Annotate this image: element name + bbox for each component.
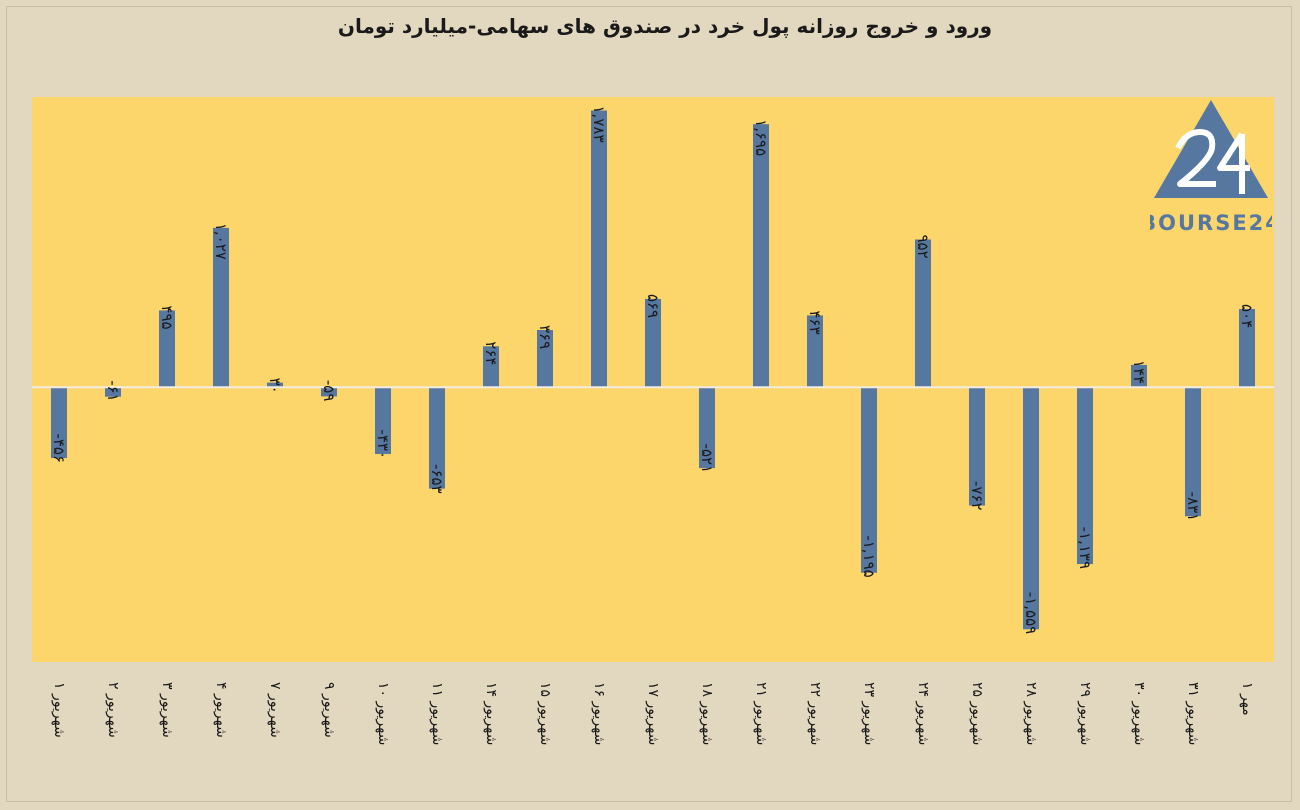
bar bbox=[375, 387, 391, 455]
x-tick-label: ۱ مهر bbox=[1239, 682, 1255, 716]
x-tick-label: ۳۱ شهریور bbox=[1185, 682, 1201, 745]
data-label: -۷۶۲ bbox=[968, 481, 986, 511]
x-tick-label: ۴ شهریور bbox=[213, 682, 229, 738]
bar bbox=[915, 239, 931, 388]
bar bbox=[1239, 309, 1255, 388]
bar bbox=[861, 387, 877, 573]
logo-two-icon bbox=[1175, 129, 1216, 187]
data-label: ۹۵۲ bbox=[914, 234, 932, 258]
bar bbox=[213, 227, 229, 388]
bar bbox=[1131, 364, 1147, 388]
data-label: ۵۰۴ bbox=[1238, 304, 1256, 328]
data-label: ۱,۶۹۵ bbox=[752, 119, 770, 156]
data-label: ۱۴۴ bbox=[1130, 360, 1148, 384]
bar bbox=[753, 124, 769, 388]
bar bbox=[1023, 387, 1039, 630]
x-tick-label: ۱۷ شهریور bbox=[645, 682, 661, 745]
data-label: -۶۱ bbox=[104, 380, 122, 402]
data-label: -۵۹ bbox=[320, 380, 338, 402]
logo-text: BOURSE24 bbox=[1150, 211, 1272, 235]
data-label: ۱,۷۸۳ bbox=[590, 106, 608, 143]
x-tick-label: ۲۴ شهریور bbox=[915, 682, 931, 745]
bar bbox=[1185, 387, 1201, 517]
bar bbox=[51, 387, 67, 459]
x-tick-label: ۲۵ شهریور bbox=[969, 682, 985, 745]
x-tick-label: ۲۲ شهریور bbox=[807, 682, 823, 745]
bar bbox=[105, 387, 121, 397]
bar bbox=[1077, 387, 1093, 565]
bar bbox=[645, 298, 661, 388]
bar bbox=[267, 382, 283, 388]
x-tick-label: ۷ شهریور bbox=[267, 682, 283, 738]
x-tick-label: ۲۹ شهریور bbox=[1077, 682, 1093, 745]
bar bbox=[159, 310, 175, 388]
data-label: ۳۰ bbox=[266, 378, 284, 394]
bar bbox=[321, 387, 337, 397]
data-label: ۱,۰۲۷ bbox=[212, 223, 230, 260]
x-tick-label: ۱۵ شهریور bbox=[537, 682, 553, 745]
x-tick-label: ۲ شهریور bbox=[105, 682, 121, 738]
x-tick-label: ۳ شهریور bbox=[159, 682, 175, 738]
bar bbox=[429, 387, 445, 489]
bar bbox=[483, 346, 499, 388]
x-tick-labels-group: ۱ شهریور ۲ شهریور ۳ شهریور ۴ شهریور ۷ شهریور… bbox=[51, 682, 1255, 745]
bar bbox=[591, 110, 607, 388]
x-tick-label: ۱۸ شهریور bbox=[699, 682, 715, 745]
x-tick-label: ۱۶ شهریور bbox=[591, 682, 607, 745]
data-label: -۱,۱۹۵ bbox=[860, 535, 878, 577]
data-label: -۱,۱۳۹ bbox=[1076, 527, 1094, 569]
x-tick-label: ۹ شهریور bbox=[321, 682, 337, 738]
data-label: -۵۲۱ bbox=[698, 444, 716, 474]
x-tick-label: ۱ شهریور bbox=[51, 682, 67, 738]
bar bbox=[699, 387, 715, 469]
data-label: -۶۵۳ bbox=[428, 464, 446, 494]
logo-four-icon bbox=[1217, 132, 1250, 194]
chart-title: ورود و خروج روزانه پول خرد در صندوق های … bbox=[337, 14, 993, 38]
bar bbox=[807, 315, 823, 388]
x-tick-label: ۱۱ شهریور bbox=[429, 682, 445, 745]
bars-group bbox=[51, 110, 1255, 630]
data-label: ۲۶۴ bbox=[482, 341, 500, 365]
bar bbox=[537, 329, 553, 388]
x-tick-label: ۲۸ شهریور bbox=[1023, 682, 1039, 745]
x-tick-label: ۱۰ شهریور bbox=[375, 682, 391, 745]
value-labels-group: -۴۵۶ -۶۱ ۴۹۵ ۱,۰۲۷ ۳۰ -۵۹ -۴۳۰ -۶۵۳ ۲۶۴ ۳۶۹ ۱,۷۸۳ ۵… bbox=[50, 106, 1256, 635]
data-label: ۴۹۵ bbox=[158, 305, 176, 329]
data-label: -۱,۵۵۹ bbox=[1022, 592, 1040, 634]
x-tick-label: ۱۴ شهریور bbox=[483, 682, 499, 745]
x-tick-label: ۳۰ شهریور bbox=[1131, 682, 1147, 745]
chart-frame bbox=[6, 6, 1292, 802]
x-tick-label: ۲۱ شهریور bbox=[753, 682, 769, 745]
x-tick-label: ۲۳ شهریور bbox=[861, 682, 877, 745]
bar bbox=[969, 387, 985, 506]
data-label: -۴۵۶ bbox=[50, 433, 68, 463]
data-label: ۳۶۹ bbox=[536, 325, 554, 349]
data-label: ۴۶۳ bbox=[806, 310, 824, 334]
data-label: -۸۳۱ bbox=[1184, 492, 1202, 522]
data-label: ۵۶۹ bbox=[644, 294, 662, 318]
data-label: -۴۳۰ bbox=[374, 429, 392, 459]
bourse24-logo: BOURSE24 bbox=[1150, 100, 1272, 235]
